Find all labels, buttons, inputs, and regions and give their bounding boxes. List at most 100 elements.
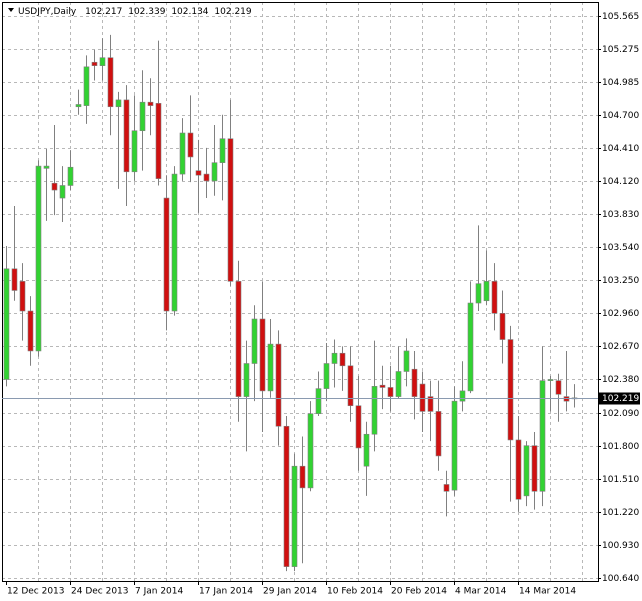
candle-body (507, 339, 514, 441)
y-tick-label: 104.120 (602, 177, 639, 187)
symbol: USDJPY,Daily (18, 7, 77, 17)
candle-body (467, 302, 474, 392)
candle-body (427, 396, 434, 412)
candle-body (419, 383, 426, 412)
x-tick-label: 10 Feb 2014 (327, 587, 383, 597)
candle-body (451, 400, 458, 491)
candle-body (403, 350, 410, 372)
x-tick-label: 29 Jan 2014 (263, 587, 317, 597)
candle-body (139, 101, 146, 132)
candle-body (547, 379, 554, 381)
y-tick-label: 102.960 (602, 309, 639, 319)
candle-body (19, 281, 26, 312)
candle-body (51, 182, 58, 191)
last-close: 102.219 (214, 7, 251, 17)
candle-body (259, 318, 266, 392)
candle-body (251, 318, 258, 364)
candle-body (59, 185, 66, 199)
candle-body (355, 405, 362, 449)
candle-body (523, 445, 530, 497)
current-price-box (598, 392, 640, 405)
candle-body (163, 197, 170, 312)
y-tick-label: 103.830 (602, 210, 639, 220)
candle-body (275, 343, 282, 427)
last-low: 102.134 (171, 7, 208, 17)
menu-triangle[interactable] (8, 8, 14, 12)
candle-body (499, 312, 506, 340)
candle-body (131, 130, 138, 173)
candle-body (379, 384, 386, 388)
candle-body (435, 411, 442, 457)
candle-body (243, 363, 250, 397)
candle-body (219, 138, 226, 163)
candle-body (179, 132, 186, 175)
y-tick-label: 101.800 (602, 442, 639, 452)
candle-body (363, 433, 370, 467)
y-tick-label: 100.640 (602, 574, 639, 584)
candle-body (171, 173, 178, 312)
candle-body (235, 281, 242, 397)
candle-body (67, 166, 74, 186)
candle-body (91, 61, 98, 66)
candle-body (339, 352, 346, 367)
plot-frame (2, 2, 599, 582)
candle-body (515, 439, 522, 500)
y-tick-label: 101.510 (602, 475, 639, 485)
candle-body (283, 425, 290, 567)
candle-body (107, 57, 114, 108)
x-tick-label: 14 Mar 2014 (519, 587, 576, 597)
y-tick-label: 104.700 (602, 111, 639, 121)
candle-body (307, 413, 314, 489)
candle-body (395, 371, 402, 397)
x-tick-label: 17 Jan 2014 (199, 587, 253, 597)
y-tick-label: 102.380 (602, 375, 639, 385)
candle-body (323, 363, 330, 389)
candle-body (267, 343, 274, 392)
y-tick-label: 101.220 (602, 508, 639, 518)
y-tick-label: 102.670 (602, 342, 639, 352)
candle-body (115, 99, 122, 108)
candle-body (459, 390, 466, 402)
candle-body (43, 165, 50, 169)
candle-body (555, 380, 562, 395)
candle-body (211, 162, 218, 182)
candle-body (291, 465, 298, 567)
candle-body (155, 103, 162, 179)
x-tick-label: 24 Dec 2013 (71, 587, 129, 597)
candle-body (83, 66, 90, 106)
candle-body (187, 132, 194, 158)
candle-body (331, 352, 338, 364)
candle-body (299, 465, 306, 489)
candle-body (387, 387, 394, 397)
y-tick-label: 102.090 (602, 409, 639, 419)
candles (3, 34, 578, 572)
candle-body (315, 388, 322, 415)
candle-body (347, 365, 354, 407)
current-price-label: 102.219 (602, 394, 639, 404)
candle-body (203, 173, 210, 182)
candle-body (475, 283, 482, 304)
candle-body (35, 165, 42, 352)
x-tick-label: 20 Feb 2014 (391, 587, 447, 597)
y-tick-label: 103.540 (602, 243, 639, 253)
y-tick-label: 105.275 (602, 45, 639, 55)
candle-body (3, 268, 10, 380)
x-tick-label: 4 Mar 2014 (455, 587, 507, 597)
last-high: 102.339 (128, 7, 165, 17)
candle-body (539, 380, 546, 492)
candle-body (443, 484, 450, 492)
x-tick-label: 12 Dec 2013 (7, 587, 65, 597)
candle-body (195, 170, 202, 176)
candle-body (531, 445, 538, 492)
y-tick-label: 103.250 (602, 276, 639, 286)
y-tick-label: 105.565 (602, 12, 639, 22)
candle-body (11, 268, 18, 291)
chart-header: USDJPY,Daily 102.217 102.339 102.134 102… (18, 7, 252, 17)
candle-body (483, 281, 490, 302)
candle-body (75, 104, 82, 108)
y-tick-label: 104.985 (602, 78, 639, 88)
x-tick-label: 7 Jan 2014 (135, 587, 183, 597)
candle-body (99, 57, 106, 66)
y-tick-label: 100.930 (602, 541, 639, 551)
